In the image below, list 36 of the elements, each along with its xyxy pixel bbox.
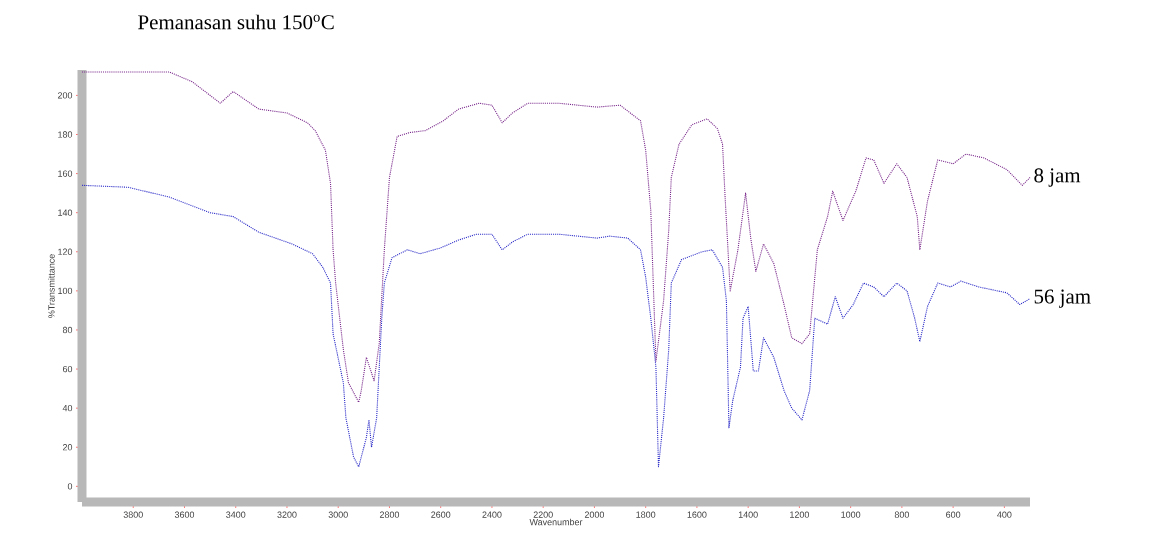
x-tick-label: 1600 <box>687 511 707 518</box>
y-tick-label: 20 <box>62 444 73 451</box>
x-tick-label: 3000 <box>328 511 348 518</box>
x-tick-label: 400 <box>997 511 1012 518</box>
x-tick-label: 3800 <box>123 511 143 518</box>
x-tick-label: 2000 <box>584 511 605 518</box>
y-tick-label: 140 <box>58 209 73 216</box>
chart-title: Pemanasan suhu 150$^{o}$C <box>138 14 334 30</box>
y-tick-label: 160 <box>58 170 73 177</box>
x-tick-label: 1400 <box>738 511 758 518</box>
x-tick-label: 2400 <box>482 511 502 518</box>
x-tick-label: 1200 <box>790 511 810 518</box>
x-tick-label: 2200 <box>533 511 553 518</box>
x-tick-label: 2600 <box>431 511 451 518</box>
x-tick-label: 3600 <box>174 511 195 518</box>
x-tick-label: 1000 <box>841 511 861 518</box>
x-tick-label: 2800 <box>379 511 400 518</box>
series-label: 8 jam <box>1034 168 1081 187</box>
y-tick-label: 120 <box>58 248 73 255</box>
line-series <box>81 71 1031 403</box>
y-tick-label: 60 <box>62 365 73 373</box>
x-tick-label: 3400 <box>226 511 246 518</box>
y-tick-label: 0 <box>67 483 73 490</box>
y-tick-label: 180 <box>58 131 73 138</box>
y-tick-label: 40 <box>62 404 73 412</box>
x-axis-title: Wavenumber <box>529 518 583 526</box>
x-tick-label: 1800 <box>636 511 656 518</box>
x-tick-label: 600 <box>946 511 961 518</box>
y-axis-title: %Transmittance <box>48 254 55 318</box>
x-tick-label: 800 <box>894 511 910 518</box>
line-series <box>81 184 1031 468</box>
x-tick-label: 3200 <box>277 511 297 518</box>
y-tick-label: 200 <box>57 92 73 99</box>
y-tick-label: 100 <box>58 287 73 295</box>
series-label: 56 jam <box>1034 289 1091 308</box>
y-tick-label: 80 <box>62 326 73 334</box>
